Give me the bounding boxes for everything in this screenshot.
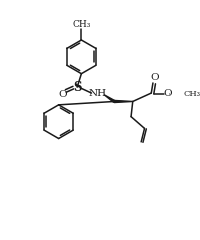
Polygon shape	[114, 100, 133, 102]
Text: S: S	[73, 81, 81, 94]
Text: O: O	[150, 73, 159, 82]
Text: CH₃: CH₃	[183, 90, 200, 98]
Text: O: O	[163, 89, 172, 98]
Text: CH₃: CH₃	[72, 19, 91, 29]
Text: O: O	[59, 90, 67, 99]
Text: NH: NH	[88, 89, 106, 98]
Polygon shape	[104, 95, 115, 102]
